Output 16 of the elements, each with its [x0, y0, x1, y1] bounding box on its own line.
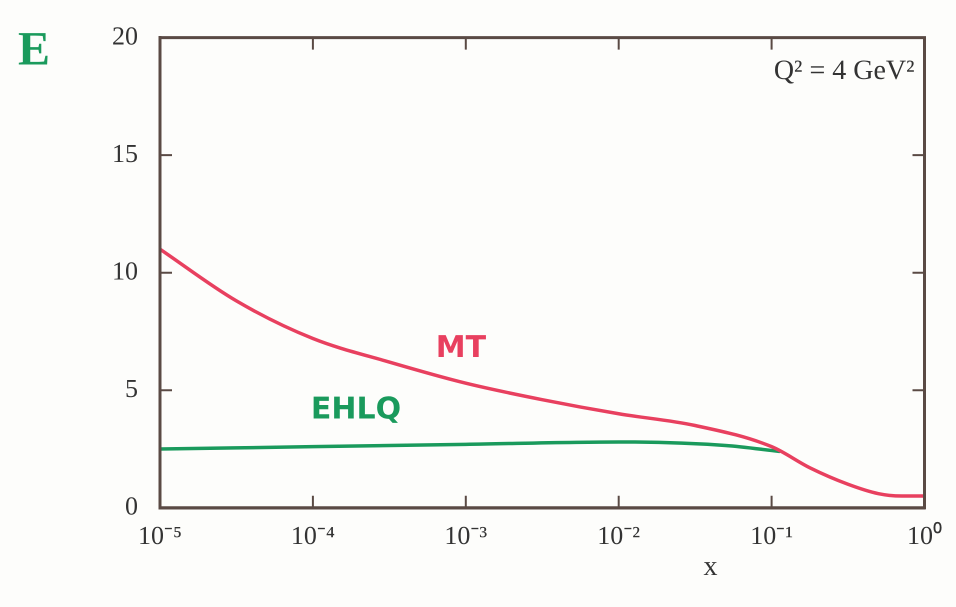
text: E [18, 22, 50, 76]
x-tick-label: 10⁻⁵ [138, 521, 182, 550]
y-tick-label: 5 [125, 374, 138, 404]
annotation: Q² = 4 GeV² [774, 54, 914, 86]
y-tick-label: 0 [125, 492, 138, 521]
y-tick-label: 20 [112, 21, 138, 50]
series-label: EHLQ [310, 392, 402, 427]
series-label: MT [436, 330, 487, 366]
y-tick-label: 10 [112, 256, 138, 286]
x-tick-label: 10⁰ [907, 521, 942, 550]
y-tick-label: 15 [112, 138, 138, 168]
x-tick-label: 10⁻¹ [750, 521, 793, 550]
x-axis-title: x [703, 551, 718, 582]
x-tick-label: 10⁻³ [444, 521, 488, 550]
x-tick-label: 10⁻⁴ [290, 521, 335, 550]
x-tick-label: 10⁻² [597, 521, 640, 550]
